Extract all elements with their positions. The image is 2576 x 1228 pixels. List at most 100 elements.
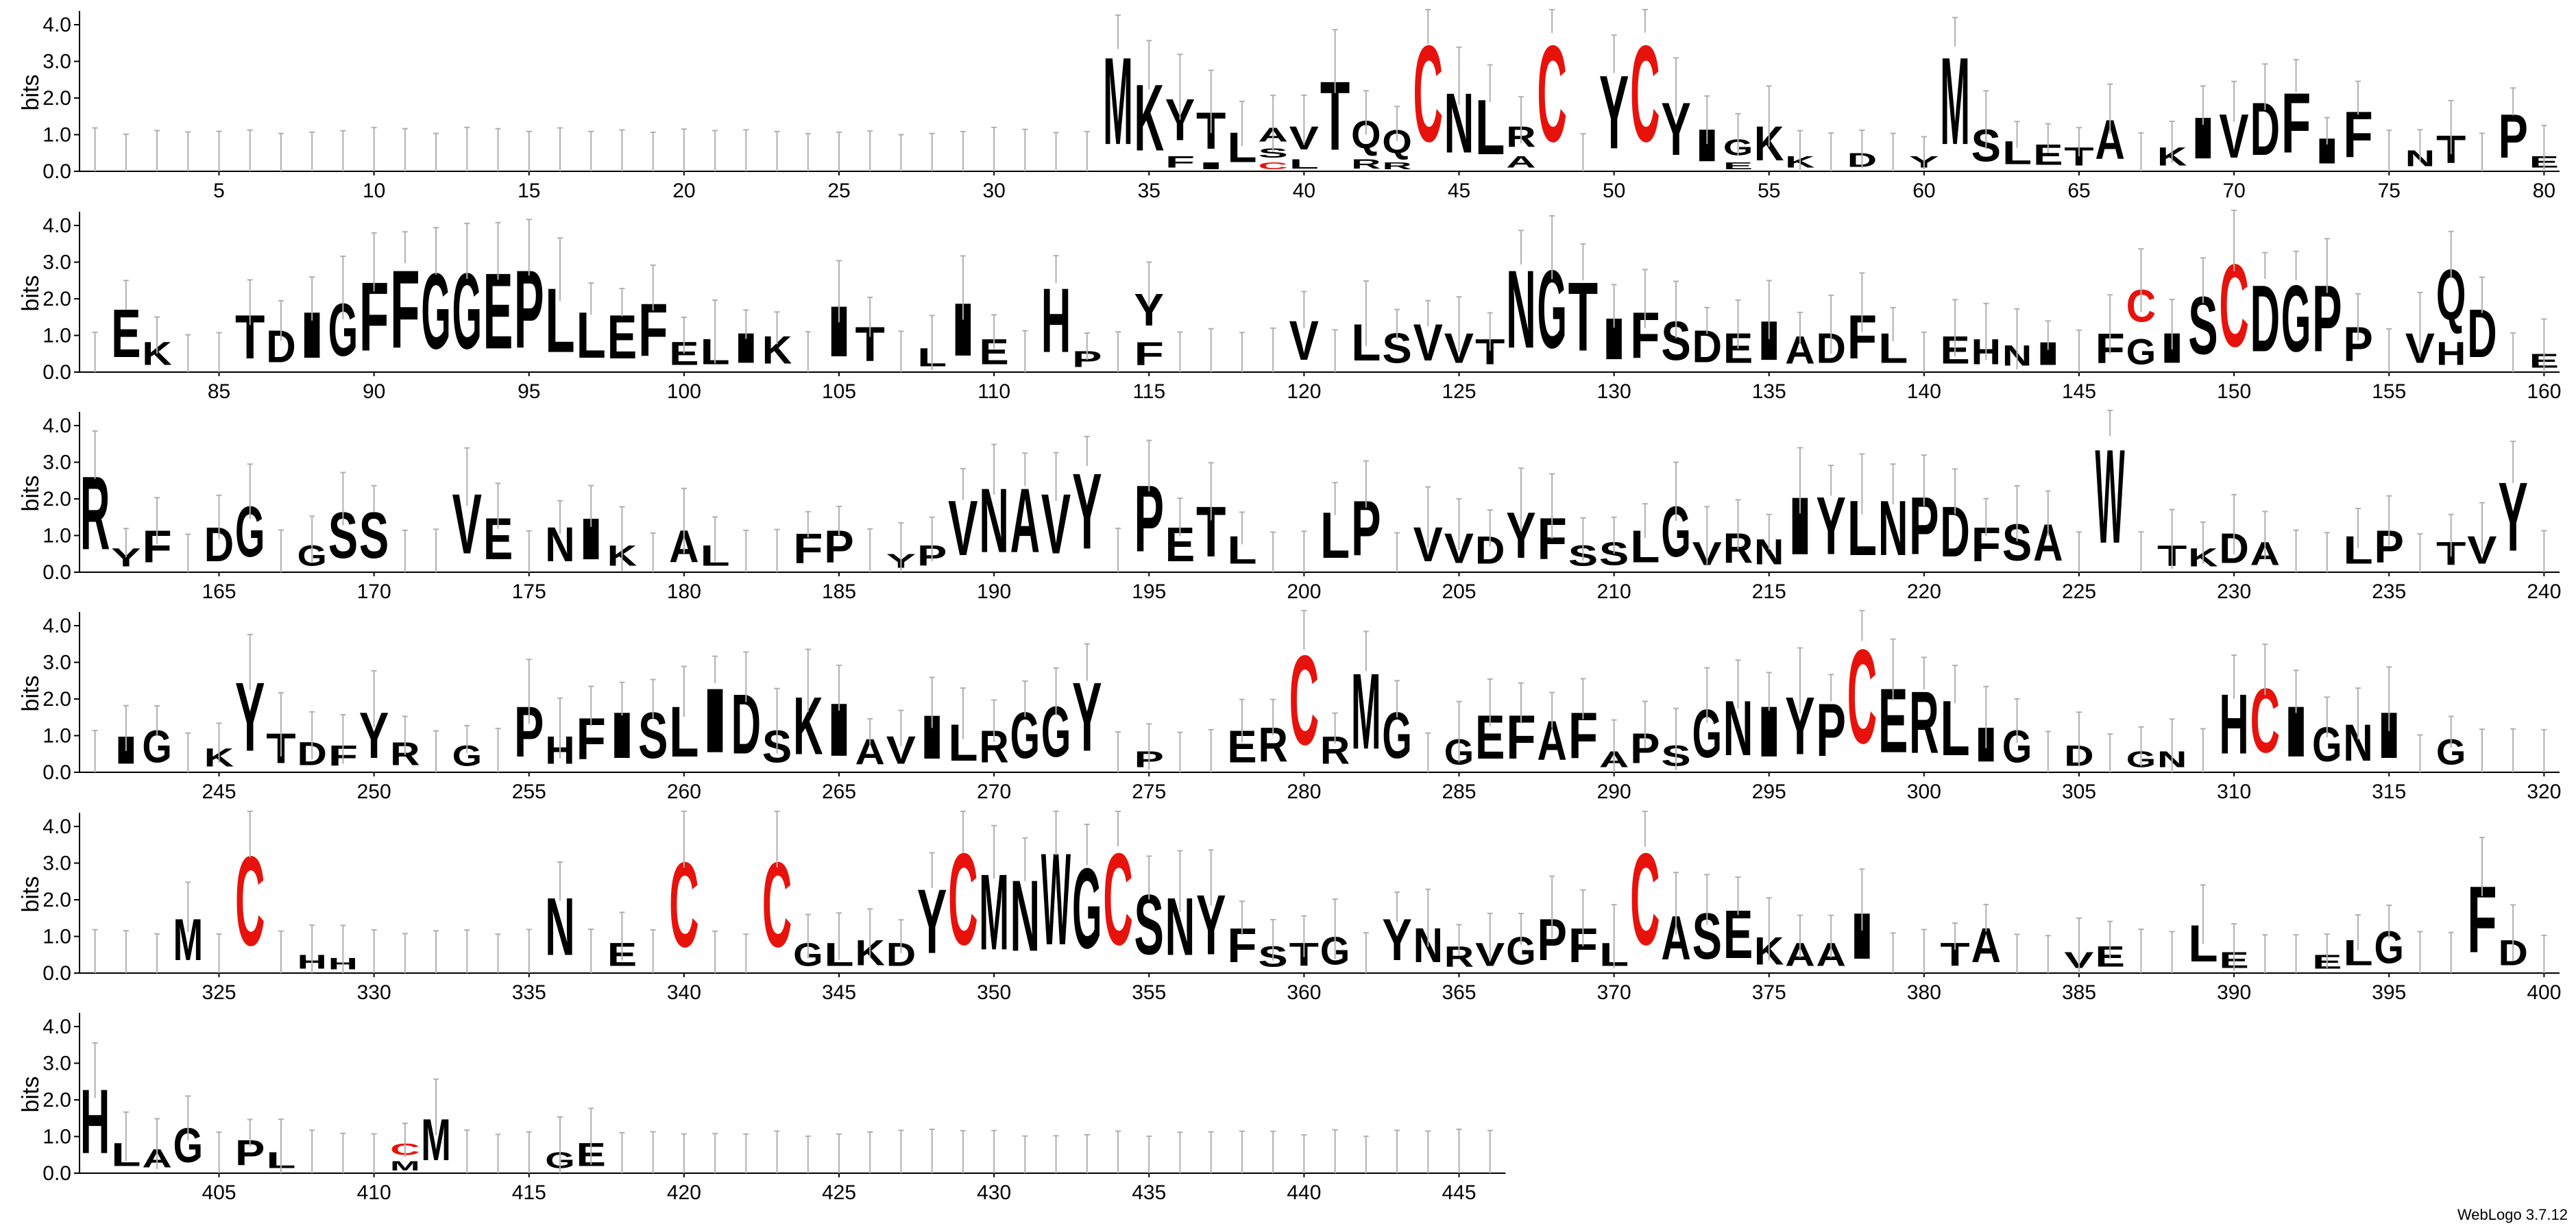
x-tick-label: 385	[2062, 981, 2096, 1004]
y-tick-label: 0.0	[42, 561, 71, 584]
x-tick-label: 150	[2217, 380, 2251, 403]
logo-letter-R: R	[1382, 160, 1411, 171]
x-tick-label: 145	[2062, 380, 2096, 403]
logo-letter-P: P	[1816, 688, 1846, 772]
y-tick-label: 2.0	[42, 688, 71, 711]
x-tick-label: 390	[2217, 981, 2251, 1004]
x-tick-label: 175	[512, 580, 546, 603]
x-tick-label: 280	[1287, 781, 1321, 803]
x-tick-label: 100	[667, 380, 701, 403]
x-tick-label: 110	[977, 380, 1010, 403]
y-tick-label: 1.0	[42, 1126, 71, 1149]
x-tick-label: 115	[1132, 380, 1165, 403]
x-tick-label: 105	[822, 380, 856, 403]
x-tick-label: 135	[1752, 380, 1786, 403]
weblogo-version-label: WebLogo 3.7.12	[2457, 1206, 2568, 1223]
logo-letter-F: F	[1165, 154, 1195, 172]
logo-letter-H: H	[1041, 269, 1071, 371]
y-axis-label: bits	[18, 676, 44, 712]
x-tick-label: 250	[357, 781, 391, 803]
logo-letter-Y: Y	[1599, 53, 1629, 170]
x-tick-label: 70	[2222, 180, 2245, 202]
x-tick-label: 445	[1442, 1181, 1476, 1204]
x-tick-label: 185	[822, 580, 856, 603]
logo-letter-S: S	[1258, 146, 1287, 160]
x-tick-label: 55	[1758, 180, 1780, 202]
x-tick-label: 235	[2372, 580, 2406, 603]
x-tick-label: 370	[1597, 981, 1631, 1004]
y-axis-label: bits	[18, 275, 44, 312]
x-tick-label: 425	[822, 1181, 856, 1204]
x-tick-label: 195	[1132, 580, 1166, 603]
logo-letter-L: L	[1289, 157, 1319, 171]
x-tick-label: 180	[667, 580, 701, 603]
x-tick-label: 60	[1912, 180, 1935, 202]
x-tick-label: 440	[1287, 1181, 1321, 1204]
x-tick-label: 215	[1752, 580, 1786, 603]
y-tick-label: 2.0	[42, 1089, 71, 1112]
y-tick-label: 3.0	[42, 652, 71, 674]
x-tick-label: 120	[1287, 380, 1321, 403]
x-tick-label: 410	[357, 1181, 391, 1204]
y-tick-label: 3.0	[42, 251, 71, 274]
x-tick-label: 340	[667, 981, 701, 1004]
x-tick-label: 140	[1907, 380, 1941, 403]
x-tick-label: 90	[363, 380, 385, 403]
logo-letter-W: W	[2095, 422, 2125, 572]
logo-letter-C: C	[1630, 827, 1660, 973]
x-tick-label: 270	[977, 781, 1011, 803]
x-tick-label: 230	[2217, 580, 2251, 603]
x-tick-label: 245	[202, 781, 236, 803]
x-tick-label: 30	[982, 180, 1005, 202]
logo-letter-R: R	[1909, 674, 1939, 772]
x-tick-label: 80	[2533, 180, 2555, 202]
y-tick-label: 3.0	[42, 51, 71, 73]
x-tick-label: 350	[977, 981, 1011, 1004]
x-tick-label: 405	[202, 1181, 236, 1204]
logo-letter-G: G	[1072, 845, 1102, 972]
x-tick-label: 125	[1442, 380, 1476, 403]
y-tick-label: 0.0	[42, 361, 71, 384]
x-tick-label: 400	[2527, 981, 2561, 1004]
y-tick-label: 3.0	[42, 1053, 71, 1075]
y-tick-label: 4.0	[42, 415, 71, 437]
x-tick-label: 305	[2062, 781, 2096, 803]
x-tick-label: 295	[1752, 781, 1786, 803]
logo-letter-C: C	[1289, 630, 1319, 772]
logo-letter-N: N	[1506, 247, 1535, 371]
y-tick-label: 0.0	[42, 962, 71, 985]
x-tick-label: 65	[2067, 180, 2090, 202]
y-tick-label: 4.0	[42, 615, 71, 637]
y-tick-label: 4.0	[42, 815, 71, 838]
x-tick-label: 335	[512, 981, 546, 1004]
x-tick-label: 75	[2378, 180, 2401, 202]
y-tick-label: 1.0	[42, 525, 71, 548]
logo-letter-G: G	[2281, 266, 2311, 372]
x-tick-label: 255	[512, 781, 546, 803]
y-axis-label: bits	[18, 75, 44, 111]
logo-letter-M: M	[1103, 32, 1132, 171]
x-tick-label: 265	[822, 781, 856, 803]
y-tick-label: 2.0	[42, 488, 71, 511]
x-tick-label: 155	[2372, 380, 2406, 403]
x-tick-label: 190	[977, 580, 1011, 603]
x-tick-label: 15	[518, 180, 540, 202]
logo-letter-Y: Y	[1072, 451, 1102, 572]
y-tick-label: 3.0	[42, 452, 71, 474]
logo-letter-D: D	[2250, 265, 2280, 372]
y-tick-label: 0.0	[42, 160, 71, 183]
x-tick-label: 220	[1907, 580, 1941, 603]
x-tick-label: 320	[2527, 781, 2561, 803]
x-tick-label: 260	[667, 781, 701, 803]
y-tick-label: 2.0	[42, 288, 71, 310]
logo-letter-C: C	[1103, 827, 1132, 973]
x-tick-label: 380	[1907, 981, 1941, 1004]
y-tick-label: 4.0	[42, 214, 71, 237]
x-tick-label: 285	[1442, 781, 1476, 803]
y-tick-label: 1.0	[42, 325, 71, 347]
x-tick-label: 345	[822, 981, 856, 1004]
x-tick-label: 325	[202, 981, 236, 1004]
x-tick-label: 160	[2527, 380, 2561, 403]
x-tick-label: 430	[977, 1181, 1011, 1204]
